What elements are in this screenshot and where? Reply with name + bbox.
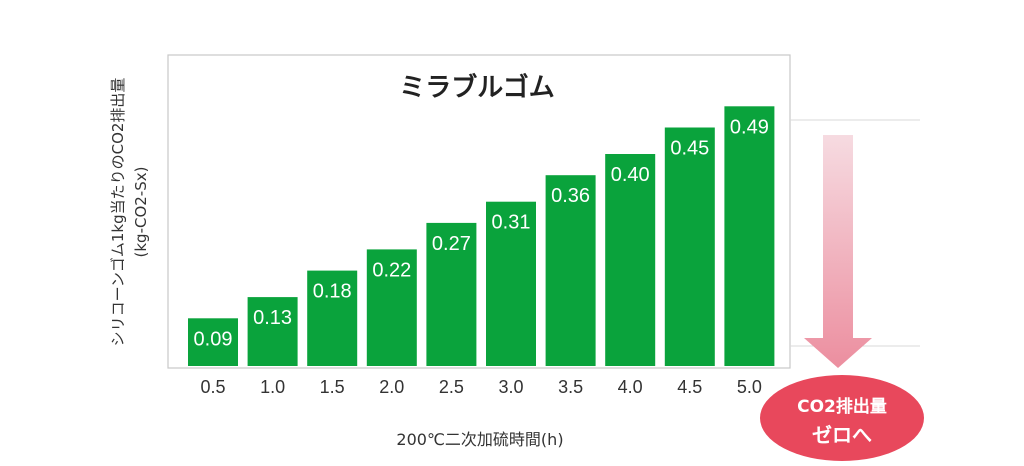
bar-labels-group: 0.09 0.13 0.18 0.22 0.27 0.31 0.36 0.40 0.45 0.49 (194, 116, 769, 350)
x-tick-label: 4.0 (618, 377, 643, 397)
x-tick-label: 5.0 (737, 377, 762, 397)
badge-background (760, 375, 924, 461)
bar-3.5 (545, 175, 596, 366)
x-tick-label: 1.0 (260, 377, 285, 397)
x-tick-label: 0.5 (200, 377, 225, 397)
bar-value-label: 0.13 (253, 307, 292, 329)
y-axis-title: シリコーンゴム1kg当たりのCO2排出量 (kg-CO2-Sx) (109, 78, 150, 347)
bar-3.0 (486, 201, 536, 366)
co2-zero-badge: CO2排出量 ゼロへ (760, 375, 924, 461)
badge-line1: CO2排出量 (797, 396, 887, 417)
x-tick-label: 1.5 (320, 377, 345, 397)
bar-5.0 (724, 106, 775, 367)
bar-value-label: 0.40 (611, 164, 650, 186)
x-tick-label: 4.5 (677, 377, 702, 397)
x-tick-label: 3.5 (558, 377, 583, 397)
x-axis-title: 200℃二次加硫時間(h) (396, 430, 563, 449)
x-tick-label: 2.5 (439, 377, 464, 397)
bars-group (188, 106, 775, 367)
bar-value-label: 0.09 (194, 328, 233, 350)
bar-4.0 (605, 154, 656, 366)
y-axis-title-line1: シリコーンゴム1kg当たりのCO2排出量 (109, 78, 127, 347)
bar-2.5 (426, 222, 477, 366)
bar-value-label: 0.18 (313, 281, 352, 303)
bar-2.0 (366, 249, 417, 366)
bar-1.0 (247, 297, 298, 366)
bar-value-label: 0.22 (372, 259, 411, 281)
down-arrow-icon (804, 135, 872, 368)
bar-value-label: 0.49 (730, 116, 769, 138)
bar-value-label: 0.36 (551, 185, 590, 207)
bar-value-label: 0.27 (432, 233, 471, 255)
x-tick-label: 3.0 (498, 377, 523, 397)
bar-value-label: 0.45 (670, 138, 709, 160)
bar-0.5 (188, 318, 238, 366)
x-tick-labels: 0.5 1.0 1.5 2.0 2.5 3.0 3.5 4.0 4.5 5.0 (200, 377, 761, 397)
bar-4.5 (664, 127, 715, 366)
x-tick-label: 2.0 (379, 377, 404, 397)
chart-title: ミラブルゴム (399, 72, 554, 103)
bar-1.5 (307, 270, 358, 366)
y-axis-title-line2: (kg-CO2-Sx) (132, 167, 150, 258)
badge-line2: ゼロへ (812, 423, 872, 447)
bar-value-label: 0.31 (492, 212, 531, 234)
